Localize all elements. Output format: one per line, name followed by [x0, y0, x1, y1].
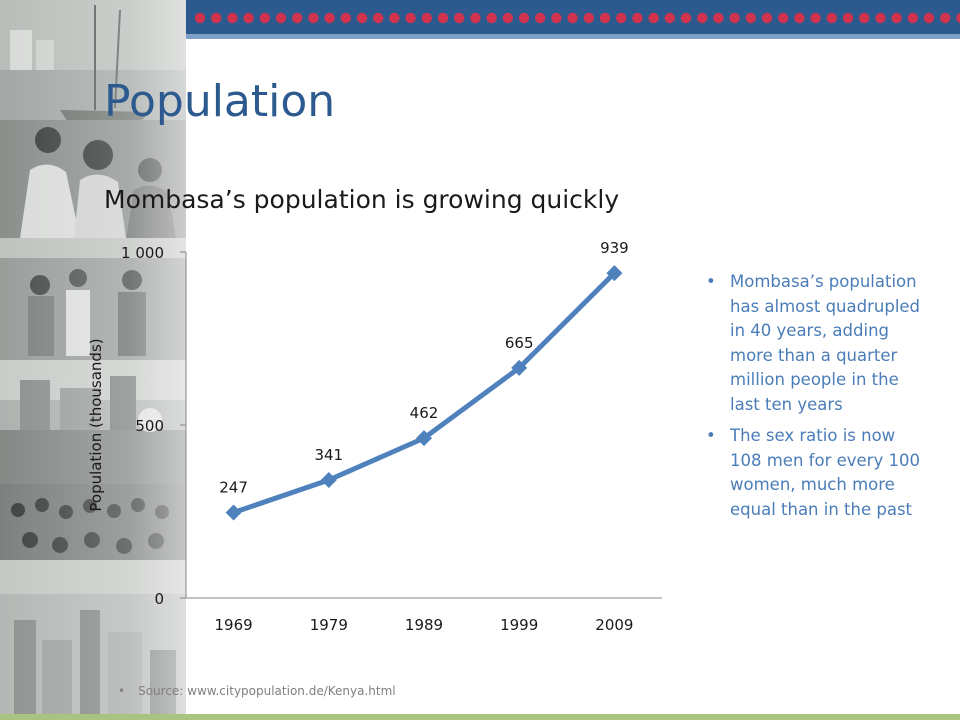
header-dot	[616, 12, 627, 24]
header-dot-pattern	[194, 12, 960, 24]
header-dot	[324, 12, 335, 24]
bullet-text-sex-ratio: The sex ratio is now 108 men for every 1…	[730, 426, 920, 519]
source-text: Source: www.citypopulation.de/Kenya.html	[138, 684, 396, 698]
header-dot	[729, 12, 740, 24]
data-label: 341	[314, 446, 343, 464]
header-dot	[713, 12, 724, 24]
header-dot	[680, 12, 692, 24]
data-label: 939	[600, 239, 629, 257]
header-dot	[502, 12, 513, 24]
header-dot	[940, 12, 951, 24]
header-dot	[842, 12, 854, 24]
source-note: • Source: www.citypopulation.de/Kenya.htm…	[118, 684, 396, 698]
header-dot	[632, 12, 643, 24]
photo-collage-graphic	[0, 0, 186, 720]
bullet-dot-icon: •	[706, 426, 716, 445]
header-rule	[186, 34, 960, 39]
header-dot	[535, 12, 546, 24]
header-dot	[227, 12, 238, 24]
header-dot	[567, 12, 578, 24]
data-label: 462	[410, 404, 439, 422]
x-tick-label: 1979	[310, 616, 348, 634]
y-tick-label: 500	[135, 417, 164, 435]
header-dot	[211, 12, 222, 24]
header-dot	[648, 12, 659, 24]
data-label: 247	[219, 479, 248, 497]
data-point-marker	[511, 359, 528, 376]
slide-title: Population	[104, 76, 336, 127]
header-dot	[583, 12, 594, 24]
header-dot	[340, 12, 351, 24]
header-dot	[373, 12, 384, 24]
bullet-text-population: Mombasa’s population has almost quadrupl…	[730, 272, 921, 414]
x-tick-label: 1999	[500, 616, 538, 634]
data-point-marker	[225, 504, 242, 521]
series-line	[231, 270, 617, 516]
header-dot	[891, 12, 902, 24]
header-dot	[292, 12, 303, 24]
x-tick-label: 1969	[215, 616, 253, 634]
header-dot	[923, 12, 935, 24]
data-label: 665	[505, 334, 534, 352]
header-dot	[194, 12, 206, 24]
header-dot	[421, 12, 432, 24]
header-dot	[664, 12, 675, 24]
data-point-marker	[416, 430, 432, 447]
x-tick-label: 1989	[405, 616, 443, 634]
header-dot	[745, 12, 756, 24]
data-point-marker	[606, 265, 623, 282]
header-dot	[518, 12, 530, 24]
header-dot	[697, 12, 708, 24]
header-dot	[437, 12, 449, 24]
header-dot	[907, 12, 918, 24]
header-dot	[859, 12, 870, 24]
header-dot	[956, 12, 960, 24]
footer-rule	[0, 714, 960, 720]
header-dot	[259, 12, 270, 24]
header-dot	[551, 12, 562, 24]
header-dot	[356, 12, 368, 24]
header-band	[186, 0, 960, 34]
header-dot	[486, 12, 497, 24]
y-axis-label: Population (thousands)	[87, 338, 105, 511]
header-dot	[761, 12, 773, 24]
header-dot	[810, 12, 821, 24]
source-bullet-icon: •	[118, 684, 126, 698]
header-dot	[454, 12, 465, 24]
bullet-dot-icon: •	[706, 272, 716, 291]
header-dot	[778, 12, 789, 24]
bullet-list: • Mombasa’s population has almost quadru…	[706, 270, 928, 529]
chart-title: Mombasa’s population is growing quickly	[104, 185, 620, 214]
header-dot	[389, 12, 400, 24]
header-dot	[275, 12, 287, 24]
chart-series	[225, 265, 623, 521]
header-dot	[308, 12, 319, 24]
header-dot	[826, 12, 837, 24]
header-dot	[405, 12, 416, 24]
x-tick-label: 2009	[595, 616, 633, 634]
data-point-marker	[320, 472, 337, 489]
bullet-item-sex-ratio: • The sex ratio is now 108 men for every…	[706, 424, 928, 522]
header-dot	[243, 12, 254, 24]
header-dot	[470, 12, 481, 24]
chart-labels: 247 341 462 665 939	[219, 239, 628, 496]
y-tick-label: 0	[154, 590, 164, 608]
chart-axes: 0 500 1 000 1969 1979 1989 1999 2009 Population …	[87, 244, 662, 634]
header-dot	[599, 12, 611, 24]
photo-collage	[0, 0, 186, 720]
header-dot	[794, 12, 805, 24]
bullet-item-population: • Mombasa’s population has almost quadru…	[706, 270, 928, 417]
header-dot	[875, 12, 886, 24]
y-tick-label: 1 000	[121, 244, 164, 262]
